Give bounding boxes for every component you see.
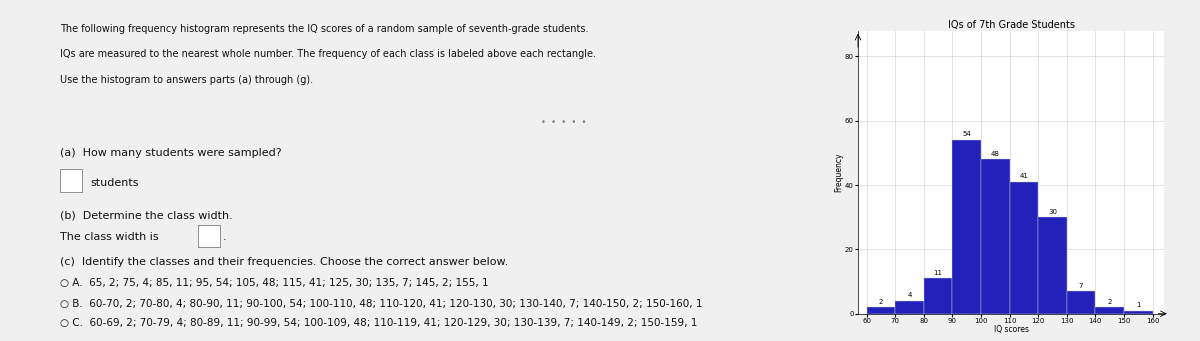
Text: 4: 4 [907, 292, 912, 298]
Text: 30: 30 [1048, 209, 1057, 215]
Bar [1067, 291, 1096, 314]
Text: 7: 7 [1079, 283, 1084, 288]
Bar [866, 307, 895, 314]
Text: ○ B.  60-70, 2; 70-80, 4; 80-90, 11; 90-100, 54; 100-110, 48; 110-120, 41; 120-1: ○ B. 60-70, 2; 70-80, 4; 80-90, 11; 90-1… [60, 299, 702, 309]
Y-axis label: Frequency: Frequency [834, 152, 844, 192]
Text: 1: 1 [1136, 302, 1140, 308]
Bar [980, 159, 1009, 314]
Bar [895, 301, 924, 314]
Bar [953, 140, 980, 314]
Text: .: . [223, 232, 227, 242]
Text: 48: 48 [991, 151, 1000, 157]
Text: (b)  Determine the class width.: (b) Determine the class width. [60, 210, 233, 220]
Bar [1124, 311, 1152, 314]
Text: IQs are measured to the nearest whole number. The frequency of each class is lab: IQs are measured to the nearest whole nu… [60, 49, 596, 59]
Text: 11: 11 [934, 270, 942, 276]
Text: Use the histogram to answers parts (a) through (g).: Use the histogram to answers parts (a) t… [60, 75, 313, 85]
Title: IQs of 7th Grade Students: IQs of 7th Grade Students [948, 20, 1074, 30]
Text: 2: 2 [1108, 299, 1112, 305]
Text: (c)  Identify the classes and their frequencies. Choose the correct answer below: (c) Identify the classes and their frequ… [60, 257, 509, 267]
X-axis label: IQ scores: IQ scores [994, 325, 1028, 334]
Text: The following frequency histogram represents the IQ scores of a random sample of: The following frequency histogram repres… [60, 24, 588, 34]
Text: students: students [90, 178, 138, 188]
Text: 54: 54 [962, 132, 971, 137]
Text: •  •  •  •  •: • • • • • [541, 118, 587, 127]
Bar [1096, 307, 1124, 314]
Text: The class width is: The class width is [60, 232, 158, 242]
Text: 41: 41 [1020, 173, 1028, 179]
Bar [924, 278, 953, 314]
Bar [1038, 217, 1067, 314]
Text: ○ A.  65, 2; 75, 4; 85, 11; 95, 54; 105, 48; 115, 41; 125, 30; 135, 7; 145, 2; 1: ○ A. 65, 2; 75, 4; 85, 11; 95, 54; 105, … [60, 278, 488, 288]
Text: (a)  How many students were sampled?: (a) How many students were sampled? [60, 148, 282, 158]
Bar [1009, 182, 1038, 314]
Text: 2: 2 [878, 299, 883, 305]
Text: ○ C.  60-69, 2; 70-79, 4; 80-89, 11; 90-99, 54; 100-109, 48; 110-119, 41; 120-12: ○ C. 60-69, 2; 70-79, 4; 80-89, 11; 90-9… [60, 318, 697, 328]
